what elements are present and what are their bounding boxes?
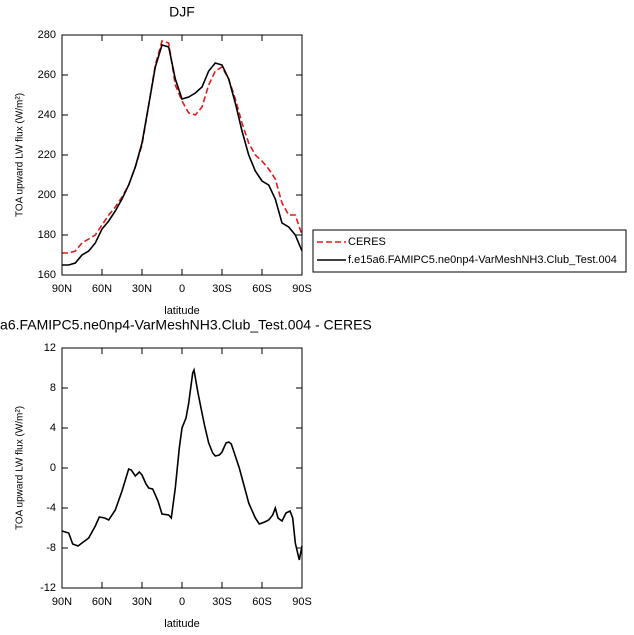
y-tick-label: 180 (38, 229, 56, 241)
y-tick-label: 240 (38, 109, 56, 121)
x-tick-label: 90S (292, 283, 312, 295)
legend-label: CERES (348, 236, 386, 248)
y-tick-label: 0 (50, 462, 56, 474)
y-tick-label: 160 (38, 269, 56, 281)
y-tick-label: -8 (46, 542, 56, 554)
y-tick-label: 260 (38, 69, 56, 81)
y-tick-label: 280 (38, 29, 56, 41)
y-tick-label: -12 (40, 582, 56, 594)
x-tick-label: 0 (179, 596, 185, 608)
data-line (62, 44, 303, 266)
y-tick-label: 4 (50, 422, 56, 434)
x-axis-label: latitude (164, 618, 199, 630)
y-tick-label: -4 (46, 502, 56, 514)
chart-title: 5a6.FAMIPC5.ne0np4-VarMeshNH3.Club_Test.… (0, 317, 372, 333)
y-tick-label: 12 (44, 342, 56, 354)
chart-title: DJF (169, 4, 195, 20)
x-tick-label: 60S (252, 283, 272, 295)
x-tick-label: 60N (92, 283, 112, 295)
legend-label: f.e15a6.FAMIPC5.ne0np4-VarMeshNH3.Club_T… (348, 254, 617, 266)
data-line (62, 40, 303, 254)
y-tick-label: 220 (38, 149, 56, 161)
x-tick-label: 30N (132, 596, 152, 608)
x-tick-label: 90N (52, 283, 72, 295)
data-line (61, 367, 303, 561)
plot-frame (61, 34, 303, 276)
y-axis-label: TOA upward LW flux (W/m²) (15, 93, 26, 217)
x-tick-label: 90N (52, 596, 72, 608)
x-axis-label: latitude (164, 305, 199, 317)
plot-frame (61, 347, 303, 589)
y-tick-label: 200 (38, 189, 56, 201)
y-axis-label: TOA upward LW flux (W/m²) (15, 406, 26, 530)
x-tick-label: 60N (92, 596, 112, 608)
legend-box (312, 229, 627, 273)
x-tick-label: 60S (252, 596, 272, 608)
x-tick-label: 30N (132, 283, 152, 295)
x-tick-label: 0 (179, 283, 185, 295)
x-tick-label: 90S (292, 596, 312, 608)
x-tick-label: 30S (212, 283, 232, 295)
x-tick-label: 30S (212, 596, 232, 608)
y-tick-label: 8 (50, 382, 56, 394)
